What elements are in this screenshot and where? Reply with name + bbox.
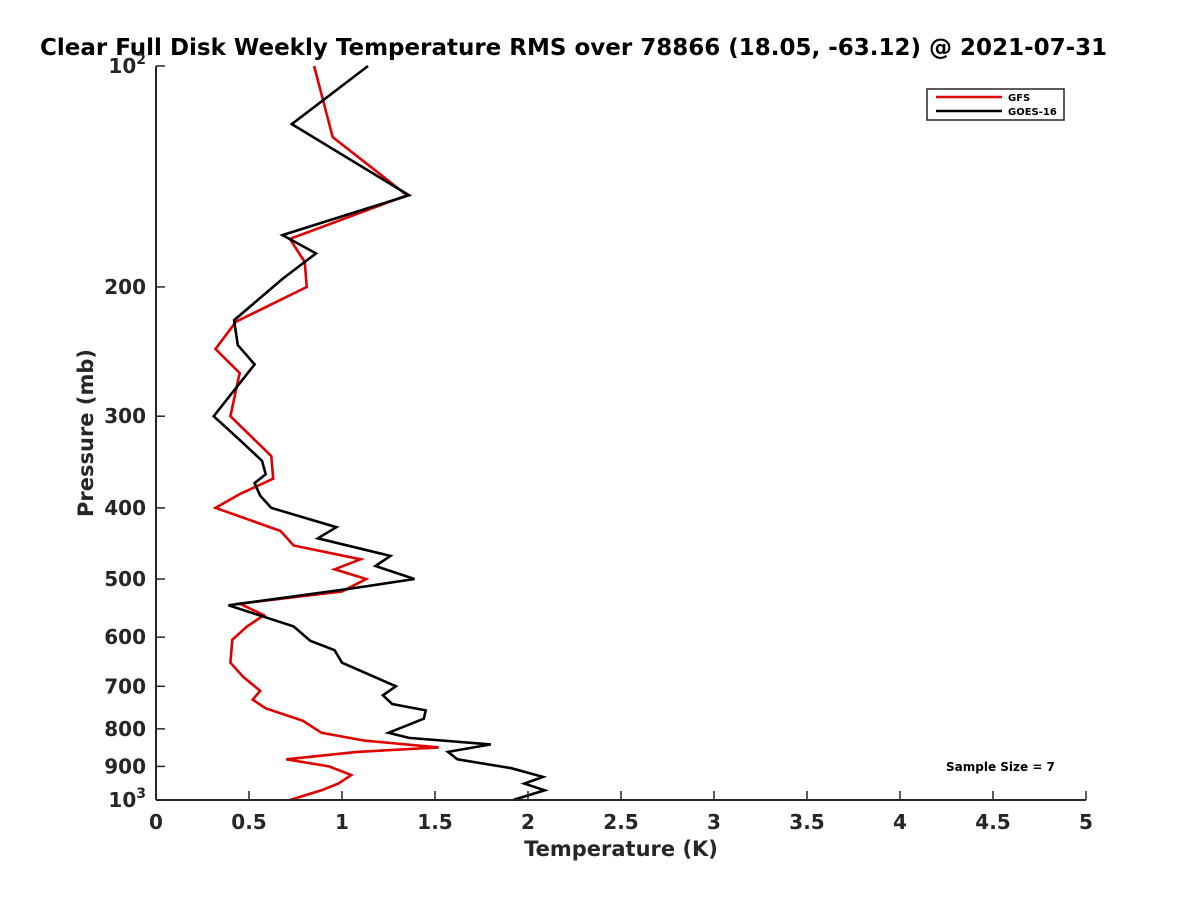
y-axis-label: Pressure (mb)	[74, 349, 98, 517]
y-tick-label: 600	[104, 625, 146, 649]
legend-box	[926, 88, 1065, 121]
y-tick-label: 300	[104, 404, 146, 428]
y-tick-label: 103	[108, 786, 146, 812]
series-line-gfs	[212, 65, 439, 802]
legend-label-goes16: GOES-16	[1008, 107, 1057, 118]
chart-title: Clear Full Disk Weekly Temperature RMS o…	[40, 35, 1107, 61]
x-tick-label: 0	[149, 810, 163, 834]
legend: GFS GOES-16	[926, 88, 1065, 121]
x-tick-label: 1	[335, 810, 349, 834]
x-tick-label: 1.5	[417, 810, 452, 834]
y-axis-ticks: 102 200 300 400 500 600 700 800 900 103	[104, 52, 165, 812]
y-tick-label: 900	[104, 754, 146, 778]
x-tick-label: 0.5	[231, 810, 266, 834]
y-tick-label: 800	[104, 717, 146, 741]
series-line-goes-16	[211, 64, 549, 802]
x-tick-label: 5	[1079, 810, 1093, 834]
y-tick-label: 700	[104, 674, 146, 698]
legend-label-gfs: GFS	[1008, 93, 1030, 104]
x-tick-label: 4	[893, 810, 907, 834]
sample-size-annotation: Sample Size = 7	[946, 760, 1055, 774]
y-tick-label: 200	[104, 275, 146, 299]
x-axis-label: Temperature (K)	[524, 837, 718, 861]
x-tick-label: 2	[521, 810, 535, 834]
x-tick-label: 3	[707, 810, 721, 834]
y-tick-label: 400	[104, 496, 146, 520]
x-tick-label: 2.5	[603, 810, 638, 834]
x-axis-ticks: 0 0.5 1 1.5 2 2.5 3 3.5 4 4.5 5	[149, 791, 1093, 834]
y-tick-label: 102	[108, 52, 146, 78]
y-tick-label: 500	[104, 567, 146, 591]
x-tick-label: 3.5	[789, 810, 824, 834]
plot-area	[211, 64, 549, 802]
x-tick-label: 4.5	[975, 810, 1010, 834]
